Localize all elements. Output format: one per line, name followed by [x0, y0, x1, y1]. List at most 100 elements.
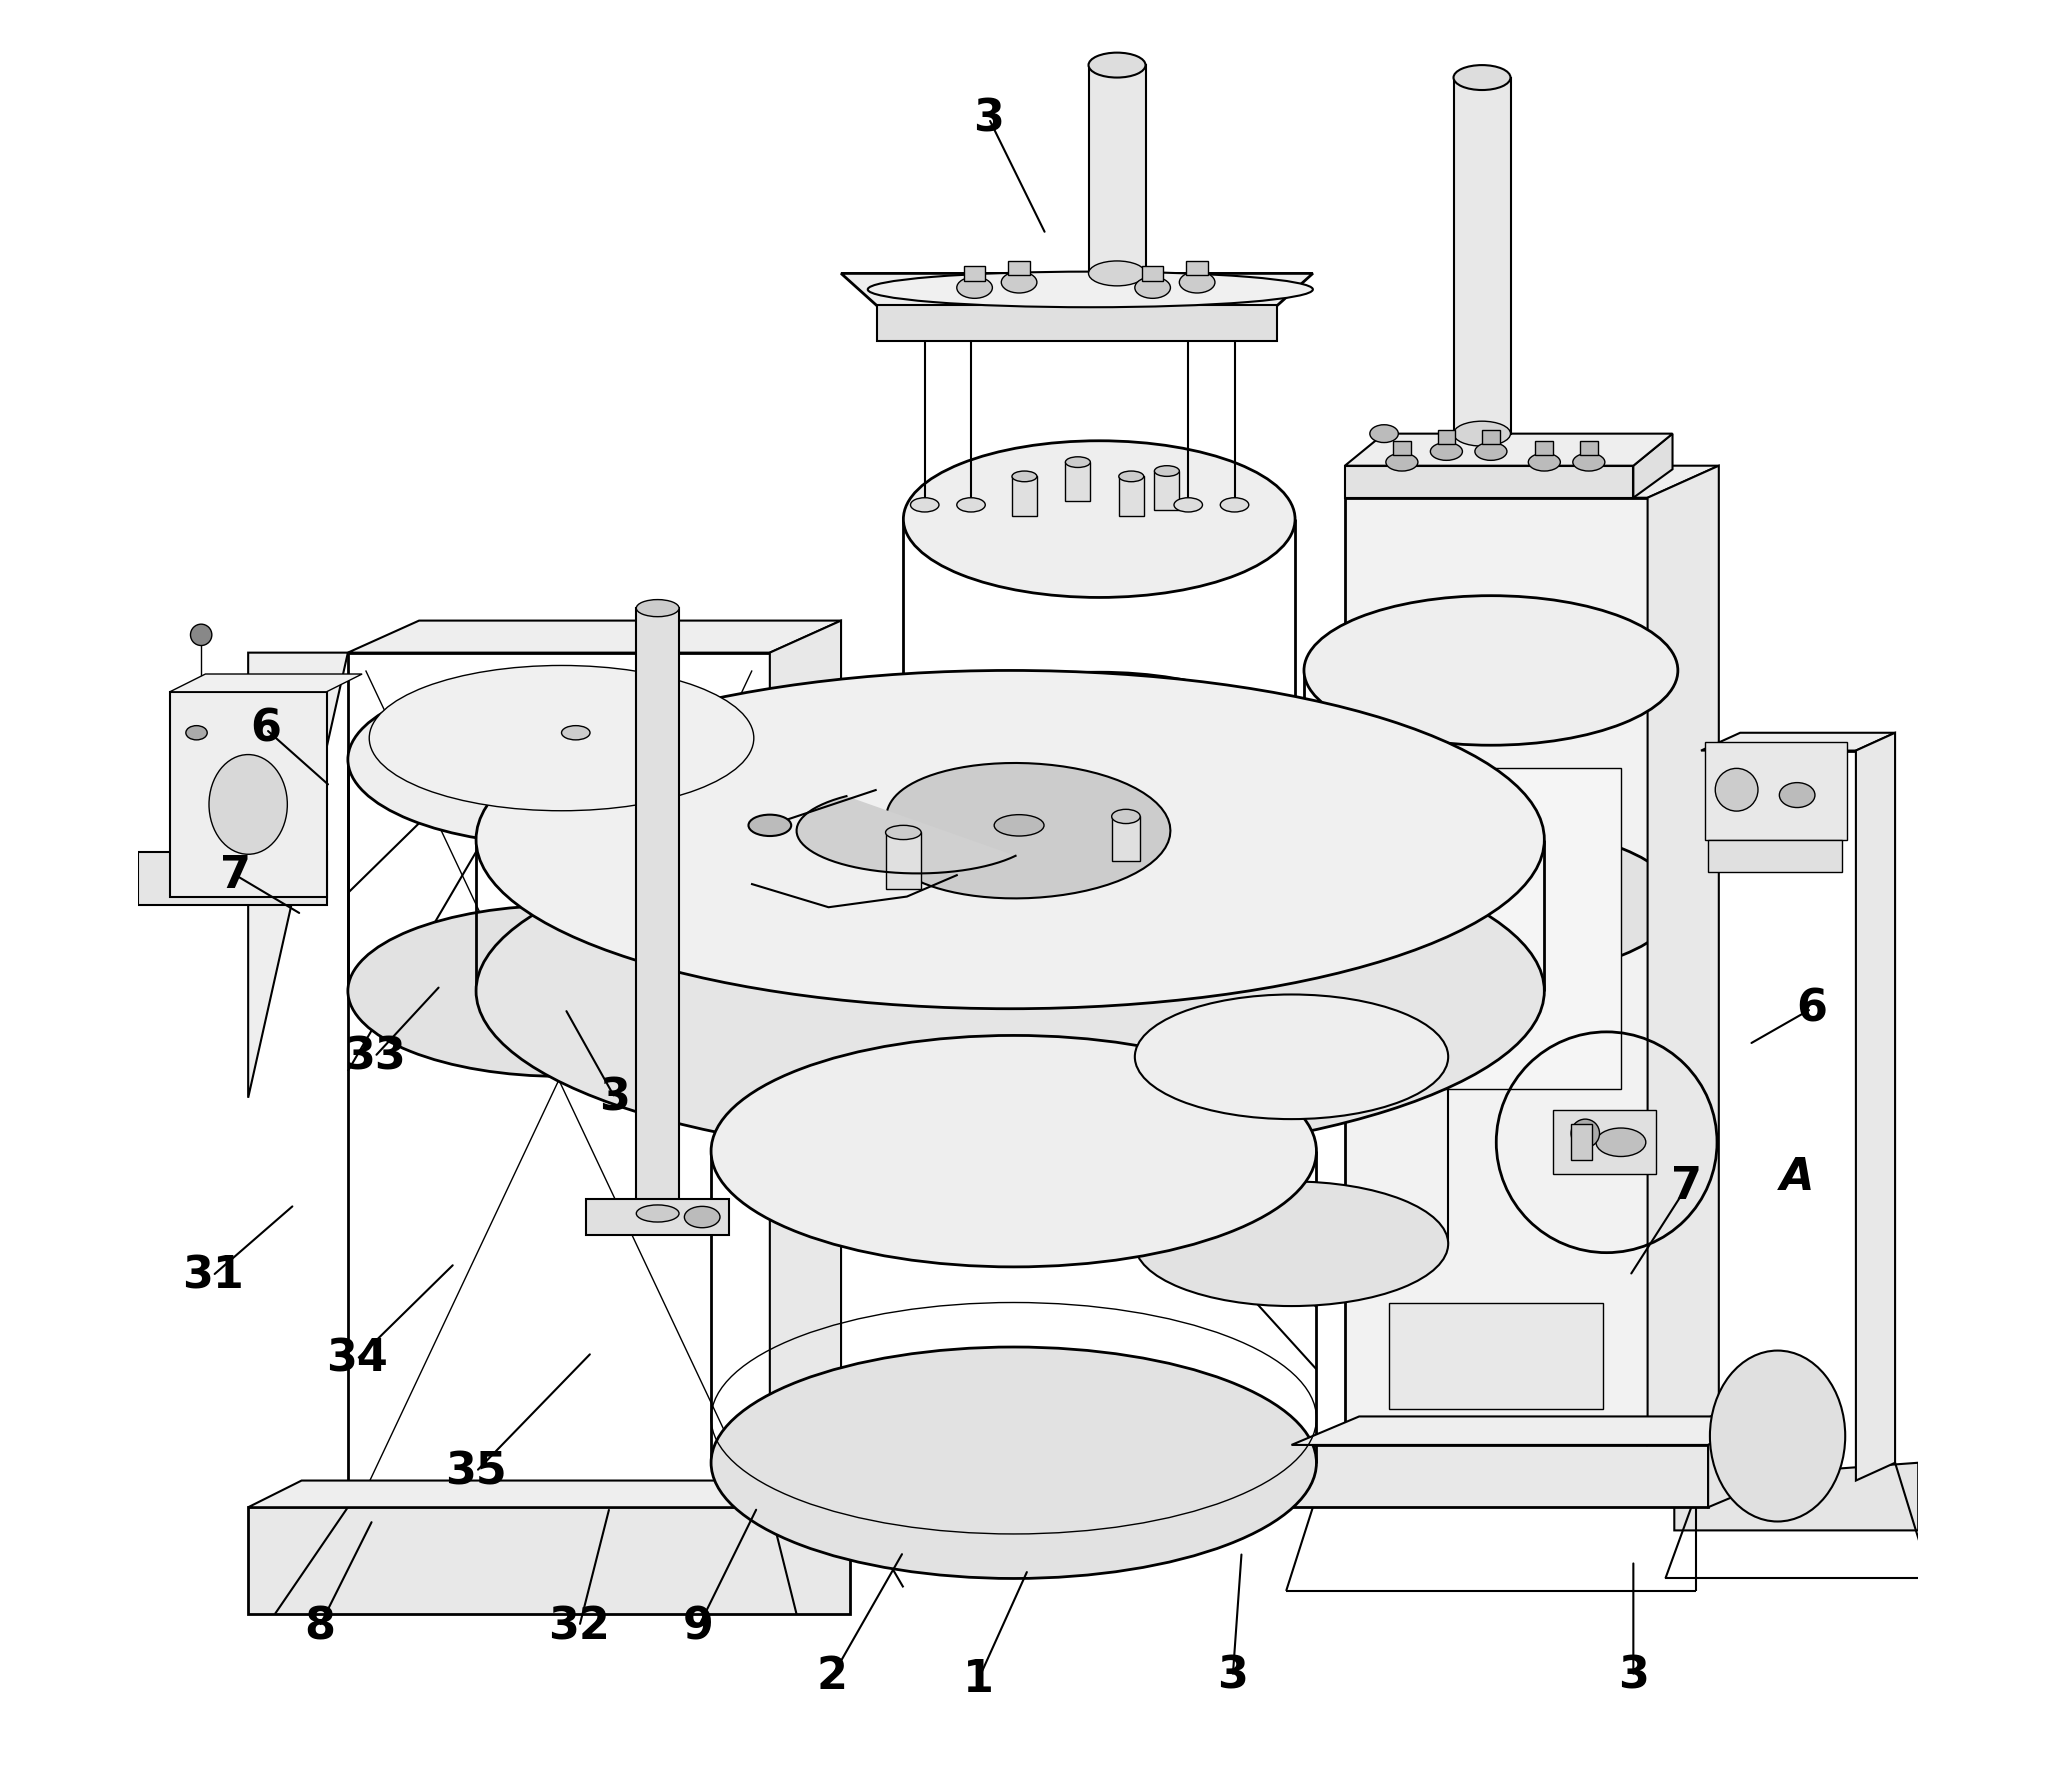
Ellipse shape — [1454, 64, 1511, 89]
Ellipse shape — [903, 441, 1295, 598]
Bar — [1454, 77, 1511, 434]
Ellipse shape — [1474, 443, 1507, 461]
Text: 31: 31 — [181, 1254, 243, 1297]
Ellipse shape — [191, 623, 212, 645]
Text: 33: 33 — [343, 1036, 405, 1079]
Polygon shape — [1291, 1445, 1709, 1507]
Ellipse shape — [1573, 454, 1606, 472]
Polygon shape — [171, 673, 362, 691]
Ellipse shape — [995, 814, 1044, 836]
Text: 2: 2 — [816, 1656, 847, 1698]
Ellipse shape — [1088, 261, 1145, 286]
Ellipse shape — [711, 1347, 1316, 1579]
Ellipse shape — [1595, 1129, 1645, 1157]
Text: 1: 1 — [962, 1659, 993, 1702]
Bar — [1709, 839, 1842, 872]
Bar — [1088, 64, 1145, 273]
Polygon shape — [1857, 732, 1896, 1481]
Bar — [586, 1198, 730, 1234]
Ellipse shape — [1369, 425, 1398, 443]
Polygon shape — [1345, 466, 1632, 498]
Ellipse shape — [635, 600, 678, 616]
Ellipse shape — [1221, 498, 1248, 513]
Bar — [1704, 741, 1846, 839]
Ellipse shape — [1174, 498, 1203, 513]
Polygon shape — [1647, 466, 1719, 1445]
Bar — [1394, 441, 1410, 455]
Ellipse shape — [1088, 52, 1145, 77]
Ellipse shape — [1431, 443, 1462, 461]
Ellipse shape — [886, 825, 921, 839]
Polygon shape — [876, 305, 1277, 341]
Text: 6: 6 — [251, 707, 282, 750]
Ellipse shape — [1135, 1181, 1447, 1306]
Bar — [886, 832, 921, 889]
Text: 32: 32 — [549, 1606, 611, 1648]
Text: A: A — [1780, 1156, 1813, 1200]
Bar — [249, 1507, 849, 1615]
Polygon shape — [138, 852, 327, 906]
Bar — [1482, 430, 1499, 445]
Ellipse shape — [561, 725, 590, 739]
Text: 3: 3 — [972, 96, 1003, 139]
Text: 3: 3 — [600, 1077, 631, 1120]
Ellipse shape — [1304, 827, 1678, 977]
Ellipse shape — [711, 1036, 1316, 1266]
Ellipse shape — [1001, 271, 1036, 293]
Ellipse shape — [1711, 1350, 1844, 1522]
Bar — [1437, 430, 1456, 445]
Bar — [1118, 477, 1143, 516]
Bar — [1141, 266, 1164, 280]
Text: 7: 7 — [1672, 1164, 1702, 1209]
Ellipse shape — [1528, 454, 1561, 472]
Ellipse shape — [685, 1206, 720, 1227]
Ellipse shape — [1304, 597, 1678, 745]
Bar — [1371, 768, 1620, 1089]
Ellipse shape — [1180, 271, 1215, 293]
Ellipse shape — [185, 725, 208, 739]
Bar — [1536, 441, 1552, 455]
Bar — [1390, 1302, 1604, 1409]
Bar — [1153, 472, 1180, 511]
Bar — [1112, 816, 1141, 861]
Polygon shape — [347, 620, 841, 652]
Text: 35: 35 — [446, 1450, 508, 1493]
Polygon shape — [1345, 466, 1719, 498]
Bar — [964, 266, 985, 280]
Text: 6: 6 — [1795, 988, 1828, 1031]
Ellipse shape — [1386, 454, 1419, 472]
Ellipse shape — [477, 670, 1544, 1009]
Ellipse shape — [1135, 277, 1170, 298]
Bar — [1552, 1111, 1657, 1175]
Bar — [1007, 261, 1030, 275]
Polygon shape — [1700, 732, 1896, 750]
Polygon shape — [1291, 1416, 1776, 1445]
Ellipse shape — [210, 754, 288, 854]
Ellipse shape — [347, 906, 775, 1077]
Ellipse shape — [1012, 472, 1036, 482]
Ellipse shape — [956, 498, 985, 513]
Polygon shape — [1345, 498, 1647, 1445]
Polygon shape — [347, 1475, 841, 1579]
Ellipse shape — [748, 814, 792, 836]
Bar — [1579, 441, 1598, 455]
Polygon shape — [249, 652, 347, 1098]
Bar — [1186, 261, 1207, 275]
Ellipse shape — [477, 822, 1544, 1161]
Bar — [1012, 477, 1036, 516]
Text: 3: 3 — [1217, 1656, 1248, 1698]
Text: 7: 7 — [220, 854, 251, 897]
Ellipse shape — [921, 791, 1116, 870]
Ellipse shape — [1153, 466, 1180, 477]
Polygon shape — [1345, 434, 1672, 466]
Ellipse shape — [1065, 457, 1090, 468]
Bar — [635, 607, 678, 1213]
Polygon shape — [886, 763, 1170, 898]
Bar — [171, 691, 327, 897]
Ellipse shape — [1135, 995, 1447, 1120]
Ellipse shape — [635, 1206, 678, 1222]
Ellipse shape — [911, 498, 940, 513]
Ellipse shape — [1118, 472, 1143, 482]
Bar — [1571, 1125, 1593, 1161]
Polygon shape — [1632, 434, 1672, 498]
